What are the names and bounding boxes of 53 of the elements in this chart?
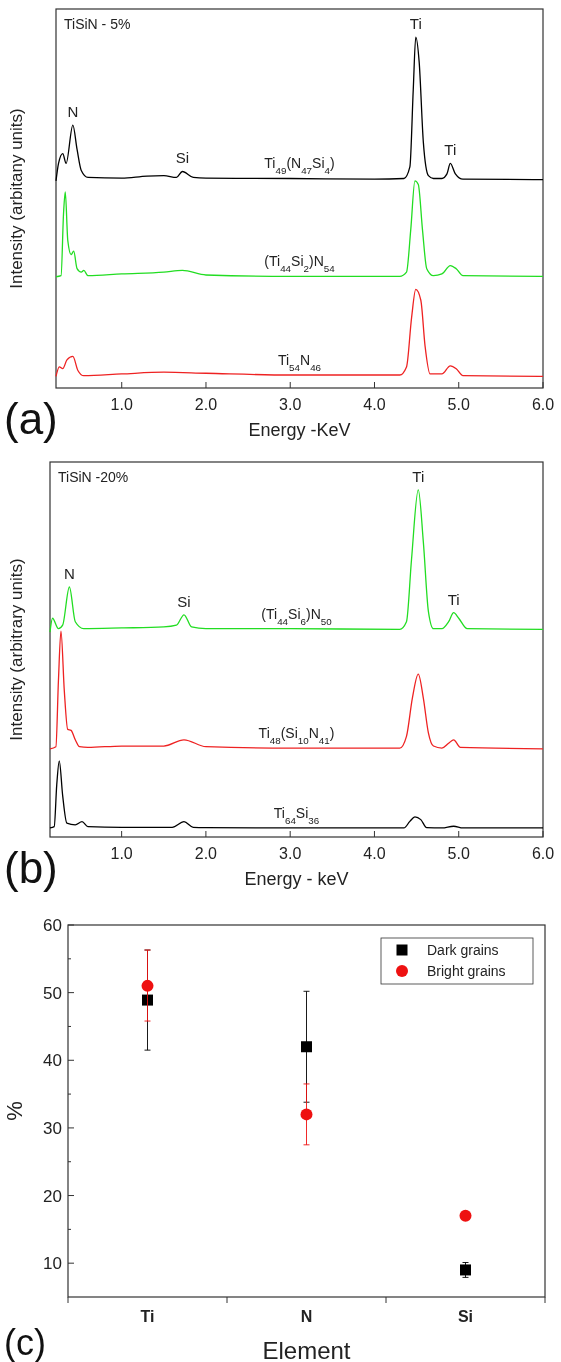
y-tick-label: 10	[43, 1254, 62, 1274]
chart-title: TiSiN -20%	[58, 469, 129, 485]
y-tick-label: 50	[43, 983, 62, 1003]
annotation: Ti	[412, 467, 425, 485]
series-label: Ti$_{48}$(Si$_{10}$N$_{41}$)	[258, 725, 335, 746]
annotation: N	[67, 103, 79, 121]
x-tick-label: 5.0	[447, 845, 470, 862]
point	[301, 1041, 312, 1053]
annotation: Ti	[447, 590, 460, 608]
x-tick-label: 6.0	[531, 396, 555, 413]
legend-label: Dark grains	[427, 942, 499, 958]
x-tick-label: Ti	[140, 1308, 155, 1325]
legend-label: Bright grains	[427, 963, 506, 979]
point	[142, 994, 153, 1006]
y-tick-label: 20	[43, 1186, 62, 1206]
x-tick-label: 1.0	[110, 845, 133, 862]
point	[300, 1108, 313, 1121]
y-axis-title: Intensity (arbitrary units)	[7, 558, 26, 741]
annotation: N	[63, 565, 75, 582]
x-tick-label: 4.0	[363, 845, 386, 862]
point	[459, 1209, 472, 1222]
annotation: Ti	[409, 15, 422, 33]
x-axis-title: Energy - keV	[244, 869, 349, 889]
series-label: Ti$_{54}$N$_{46}$	[277, 352, 322, 373]
y-tick-label: 40	[43, 1051, 62, 1071]
text: (b)	[4, 843, 58, 892]
text: (a)	[4, 394, 58, 443]
x-tick-label: 4.0	[363, 396, 386, 413]
series-label: Ti$_{64}$Si$_{36}$	[273, 804, 320, 826]
x-tick-label: 1.0	[110, 396, 133, 413]
x-tick-label: N	[300, 1308, 313, 1325]
series-label: (Ti$_{44}$Si$_{6}$)N$_{50}$	[261, 605, 333, 627]
x-tick-label: Si	[457, 1308, 474, 1325]
annotation: Si	[177, 592, 191, 610]
y-axis-title: %	[2, 1101, 27, 1121]
series-label: (Ti$_{44}$Si$_{2}$)N$_{54}$	[264, 253, 336, 274]
chart-title: TiSiN - 5%	[64, 16, 131, 32]
x-tick-label: 6.0	[531, 845, 555, 862]
y-axis-title: Intensity (arbitany units)	[7, 108, 26, 289]
x-tick-label: 2.0	[194, 396, 218, 413]
series-label: Ti$_{49}$(N$_{47}$Si$_{4}$)	[264, 155, 335, 176]
y-tick-label: 60	[43, 916, 62, 935]
x-tick-label: 3.0	[279, 845, 302, 862]
x-tick-label: 5.0	[447, 396, 470, 413]
x-axis-title: Energy -KeV	[248, 420, 351, 440]
x-tick-label: 3.0	[279, 396, 302, 413]
text: (c)	[4, 1322, 46, 1362]
annotation: Si	[175, 149, 190, 167]
annotation: Ti	[444, 141, 457, 159]
x-tick-label: 2.0	[194, 845, 218, 862]
y-tick-label: 30	[43, 1118, 62, 1138]
point	[141, 979, 154, 992]
x-axis-title: Element	[262, 1337, 351, 1362]
